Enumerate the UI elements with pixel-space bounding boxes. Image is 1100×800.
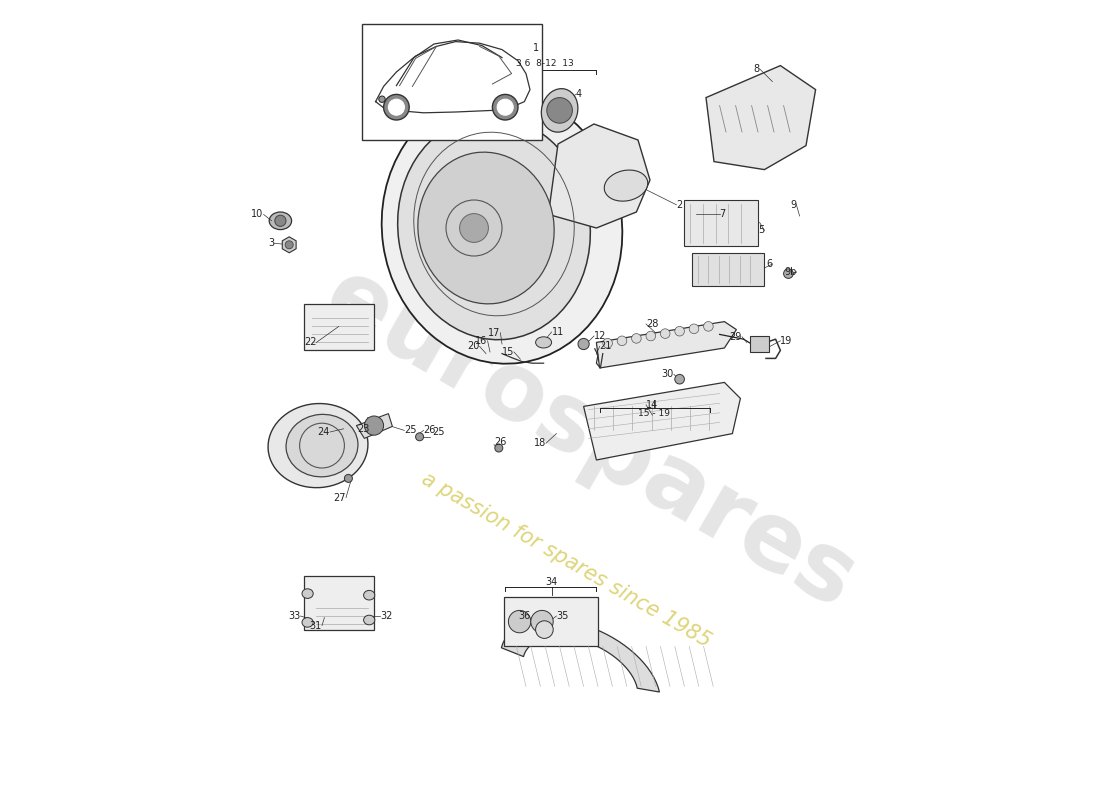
Circle shape xyxy=(783,269,793,278)
Text: 21: 21 xyxy=(600,342,612,351)
Text: 25: 25 xyxy=(405,426,417,435)
Text: 2: 2 xyxy=(676,200,683,210)
Circle shape xyxy=(364,416,384,435)
Text: 15 - 19: 15 - 19 xyxy=(638,409,670,418)
Text: 5: 5 xyxy=(758,226,764,235)
FancyBboxPatch shape xyxy=(750,336,769,352)
Ellipse shape xyxy=(364,615,375,625)
Polygon shape xyxy=(283,237,296,253)
Circle shape xyxy=(603,338,613,348)
Text: 10: 10 xyxy=(251,210,264,219)
Text: 7: 7 xyxy=(719,210,726,219)
Text: 33: 33 xyxy=(288,611,300,621)
Ellipse shape xyxy=(398,116,591,340)
Circle shape xyxy=(275,215,286,226)
FancyBboxPatch shape xyxy=(304,304,374,350)
Text: 3 6  8-12  13: 3 6 8-12 13 xyxy=(516,59,573,69)
Text: 35: 35 xyxy=(557,611,569,621)
Text: 8: 8 xyxy=(754,64,760,74)
Polygon shape xyxy=(502,619,659,692)
Text: 15: 15 xyxy=(502,347,514,357)
Text: 3: 3 xyxy=(268,238,274,248)
Text: a passion for spares since 1985: a passion for spares since 1985 xyxy=(418,469,714,651)
Circle shape xyxy=(416,433,424,441)
Circle shape xyxy=(493,94,518,120)
Circle shape xyxy=(631,334,641,343)
Text: 9b: 9b xyxy=(784,267,796,277)
Text: 4: 4 xyxy=(575,90,582,99)
Text: 31: 31 xyxy=(310,621,322,630)
Ellipse shape xyxy=(382,92,623,364)
Circle shape xyxy=(617,336,627,346)
Text: 20: 20 xyxy=(468,342,480,351)
Circle shape xyxy=(508,610,531,633)
Text: 23: 23 xyxy=(358,424,370,434)
Circle shape xyxy=(674,374,684,384)
Ellipse shape xyxy=(302,589,313,598)
Ellipse shape xyxy=(302,618,313,627)
Circle shape xyxy=(285,241,294,249)
Text: 32: 32 xyxy=(381,611,393,621)
Text: 1: 1 xyxy=(532,43,539,53)
Circle shape xyxy=(344,474,352,482)
Circle shape xyxy=(646,331,656,341)
Text: 30: 30 xyxy=(662,370,674,379)
Polygon shape xyxy=(706,66,815,170)
Circle shape xyxy=(674,326,684,336)
Circle shape xyxy=(388,99,405,115)
Circle shape xyxy=(497,99,514,115)
Ellipse shape xyxy=(604,170,648,201)
Text: 16: 16 xyxy=(475,336,487,346)
Ellipse shape xyxy=(270,212,292,230)
Text: 12: 12 xyxy=(594,331,606,341)
Text: 29: 29 xyxy=(729,332,743,342)
Circle shape xyxy=(378,96,385,102)
Text: 36: 36 xyxy=(518,611,530,621)
Text: 9: 9 xyxy=(790,200,796,210)
Text: 22: 22 xyxy=(304,338,317,347)
Text: 28: 28 xyxy=(646,319,659,329)
FancyBboxPatch shape xyxy=(504,597,598,646)
Circle shape xyxy=(690,324,698,334)
Text: eurospares: eurospares xyxy=(308,251,871,629)
Polygon shape xyxy=(549,124,650,228)
FancyBboxPatch shape xyxy=(692,253,764,286)
Polygon shape xyxy=(596,322,736,368)
Text: 14: 14 xyxy=(646,400,658,410)
Text: 34: 34 xyxy=(546,577,558,586)
FancyBboxPatch shape xyxy=(304,576,374,630)
Text: 11: 11 xyxy=(551,327,564,337)
FancyBboxPatch shape xyxy=(362,24,542,140)
Text: 27: 27 xyxy=(333,493,346,502)
Ellipse shape xyxy=(268,403,367,488)
Circle shape xyxy=(495,444,503,452)
Circle shape xyxy=(547,98,572,123)
Text: 17: 17 xyxy=(488,328,501,338)
Circle shape xyxy=(536,621,553,638)
Text: 26: 26 xyxy=(494,438,506,447)
Ellipse shape xyxy=(541,89,578,132)
Text: 6: 6 xyxy=(767,259,772,269)
Circle shape xyxy=(531,610,553,633)
Polygon shape xyxy=(584,382,740,460)
Circle shape xyxy=(704,322,713,331)
Circle shape xyxy=(578,338,590,350)
Circle shape xyxy=(460,214,488,242)
Text: 19: 19 xyxy=(780,336,793,346)
Text: 26: 26 xyxy=(424,426,436,435)
Circle shape xyxy=(384,94,409,120)
Polygon shape xyxy=(356,414,393,438)
Ellipse shape xyxy=(418,152,554,304)
Text: 24: 24 xyxy=(318,427,330,437)
Ellipse shape xyxy=(286,414,358,477)
Ellipse shape xyxy=(536,337,551,348)
Text: 18: 18 xyxy=(534,438,546,448)
FancyBboxPatch shape xyxy=(684,200,758,246)
Circle shape xyxy=(660,329,670,338)
Ellipse shape xyxy=(364,590,375,600)
Text: 25: 25 xyxy=(432,427,444,437)
